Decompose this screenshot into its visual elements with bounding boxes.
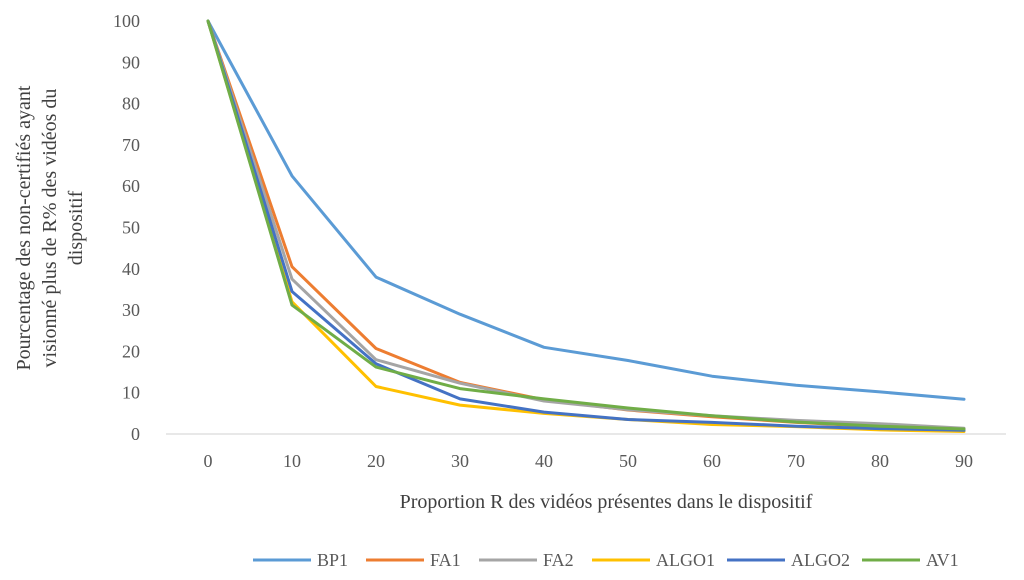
y-tick-label: 100 [113, 11, 140, 31]
y-tick-label: 80 [122, 94, 140, 114]
x-tick-label: 60 [703, 451, 721, 471]
x-tick-label: 50 [619, 451, 637, 471]
y-tick-label: 30 [122, 300, 140, 320]
legend-label: ALGO2 [791, 550, 850, 570]
legend-item-algo2: ALGO2 [727, 550, 850, 570]
y-tick-label: 0 [131, 424, 140, 444]
y-tick-label: 20 [122, 341, 140, 361]
series-line-algo2 [206, 19, 966, 432]
legend-item-fa2: FA2 [479, 550, 574, 570]
y-tick-label: 90 [122, 52, 140, 72]
x-axis-ticks: 0 10 20 30 40 50 60 70 80 90 [204, 451, 974, 471]
x-axis-title: Proportion R des vidéos présentes dans l… [400, 491, 813, 513]
x-tick-label: 70 [787, 451, 805, 471]
x-tick-label: 80 [871, 451, 889, 471]
y-axis-ticks: 0 10 20 30 40 50 60 70 80 90 100 [113, 11, 140, 444]
y-tick-label: 70 [122, 135, 140, 155]
series-lines [206, 19, 966, 433]
legend-label: FA2 [543, 550, 574, 570]
legend-label: BP1 [317, 550, 348, 570]
x-tick-label: 20 [367, 451, 385, 471]
x-tick-label: 10 [283, 451, 301, 471]
series-line-algo1 [206, 19, 966, 433]
legend-item-fa1: FA1 [366, 550, 461, 570]
legend-label: FA1 [430, 550, 461, 570]
legend-item-algo1: ALGO1 [592, 550, 715, 570]
y-tick-label: 40 [122, 259, 140, 279]
x-tick-label: 30 [451, 451, 469, 471]
series-line-bp1 [206, 19, 966, 401]
y-tick-label: 60 [122, 176, 140, 196]
y-tick-label: 10 [122, 383, 140, 403]
y-axis-title-line-3: dispositif [65, 190, 87, 265]
legend-label: AV1 [926, 550, 959, 570]
series-line-av1 [206, 19, 966, 431]
x-tick-label: 90 [955, 451, 973, 471]
y-axis-title-line-1: Pourcentage des non-certifiés ayant [13, 85, 35, 370]
y-tick-label: 50 [122, 218, 140, 238]
y-axis-title-line-2: visionné plus de R% des vidéos du [39, 89, 61, 368]
series-line-fa2 [206, 19, 966, 430]
legend-label: ALGO1 [656, 550, 715, 570]
series-line-fa1 [206, 19, 966, 431]
legend-item-av1: AV1 [862, 550, 959, 570]
x-tick-label: 0 [204, 451, 213, 471]
y-axis-title: Pourcentage des non-certifiés ayant visi… [13, 85, 87, 370]
x-tick-label: 40 [535, 451, 553, 471]
legend: BP1 FA1 FA2 ALGO1 ALGO2 AV1 [253, 550, 959, 570]
legend-item-bp1: BP1 [253, 550, 348, 570]
